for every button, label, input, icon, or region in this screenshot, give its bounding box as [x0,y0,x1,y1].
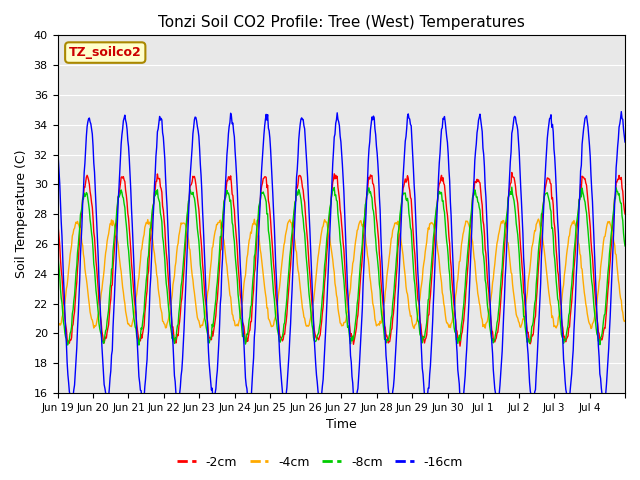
Y-axis label: Soil Temperature (C): Soil Temperature (C) [15,150,28,278]
Title: Tonzi Soil CO2 Profile: Tree (West) Temperatures: Tonzi Soil CO2 Profile: Tree (West) Temp… [158,15,525,30]
Text: TZ_soilco2: TZ_soilco2 [69,46,141,59]
Legend: -2cm, -4cm, -8cm, -16cm: -2cm, -4cm, -8cm, -16cm [172,451,468,474]
X-axis label: Time: Time [326,419,356,432]
